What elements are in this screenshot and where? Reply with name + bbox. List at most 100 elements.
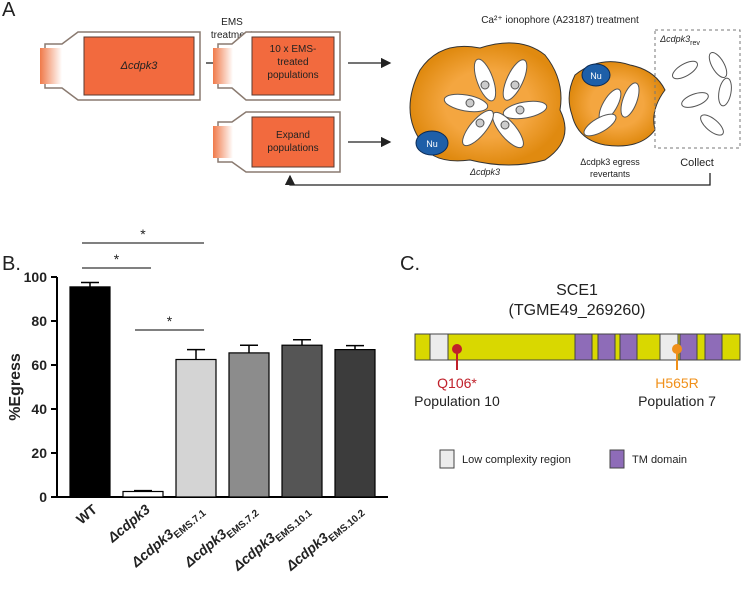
low-complexity [429, 333, 449, 361]
label: A [2, 0, 16, 21]
label: TM domain [632, 454, 687, 466]
label: Ca²⁺ ionophore (A23187) treatment [481, 15, 639, 26]
significance-label: * [114, 251, 120, 267]
y-tick-label: 80 [31, 313, 47, 329]
shape [429, 333, 723, 361]
label: H565R [655, 375, 699, 391]
shape [475, 118, 485, 128]
label: Expand [276, 130, 310, 141]
label: Δcdpk3 [120, 60, 159, 72]
flask-1 [40, 31, 201, 101]
shape [502, 59, 528, 101]
significance-label: * [140, 226, 146, 242]
shape [462, 109, 494, 147]
shape [452, 344, 462, 354]
shape [502, 100, 548, 120]
y-tick-label: 40 [31, 401, 47, 417]
label: Nu [590, 71, 602, 81]
label: B. [2, 253, 21, 275]
shape [465, 80, 525, 130]
flask-3 [213, 111, 341, 173]
label: Collect [680, 157, 714, 169]
label: populations [267, 70, 318, 81]
shape: EMS.7.2 [225, 508, 262, 541]
significance-label: * [167, 313, 173, 329]
bar [69, 286, 111, 498]
shape [672, 60, 698, 80]
shape [700, 114, 724, 136]
x-tick-label: Δcdpk3EMS.10.2 [282, 501, 368, 578]
y-tick-label: 20 [31, 445, 47, 461]
vacuole [409, 42, 566, 166]
revertant-vacuole [568, 61, 666, 147]
shape [583, 113, 617, 137]
shape [213, 48, 233, 84]
label: Δcdpk3 egress [580, 157, 640, 167]
shape [581, 63, 611, 87]
shape [708, 52, 728, 78]
label: EMS [221, 17, 243, 28]
shape [284, 173, 711, 186]
label: Low complexity region [462, 454, 571, 466]
shape [251, 116, 335, 168]
shape [620, 82, 640, 118]
legend-swatch [609, 449, 625, 469]
x-tick-label: Δcdpk3 [104, 501, 153, 546]
label: Population 7 [638, 393, 716, 409]
legend-swatch [439, 449, 455, 469]
label: treated [277, 57, 308, 68]
bar [122, 490, 164, 498]
bar [175, 358, 217, 498]
shape [443, 58, 548, 149]
y-tick-label: 60 [31, 357, 47, 373]
shape [510, 80, 520, 90]
released-label: Δcdpk3 [659, 34, 690, 44]
shape [583, 82, 640, 137]
label: populations [267, 143, 318, 154]
label: (TGME49_269260) [509, 302, 646, 319]
label: revertants [590, 169, 631, 179]
y-tick-label: 0 [39, 489, 47, 505]
tm-domain [679, 333, 698, 361]
tm-domain [597, 333, 616, 361]
shape [40, 48, 62, 84]
tm-domain [619, 333, 638, 361]
bar [281, 344, 323, 498]
tm-domain [574, 333, 593, 361]
shape: Δcdpk3 [127, 526, 176, 571]
shape [672, 344, 682, 354]
y-axis-label: %Egress [7, 353, 24, 421]
label: Nu [426, 139, 438, 149]
shape [515, 105, 525, 115]
label: Δcdpk3rev [659, 34, 700, 47]
shape [681, 92, 709, 108]
shape [718, 77, 732, 107]
shape: EMS.10.2 [327, 508, 368, 545]
shape: WT [73, 501, 100, 528]
shape [251, 36, 335, 96]
x-tick-label: WT [73, 501, 100, 528]
label: C. [400, 253, 420, 275]
parasites [672, 52, 732, 136]
shape [213, 126, 233, 158]
shape [492, 111, 524, 149]
label: Population 10 [414, 393, 500, 409]
shape [473, 58, 497, 102]
shape [500, 120, 510, 130]
collect-box [654, 29, 741, 149]
shape [415, 130, 449, 156]
y-tick-label: 100 [24, 269, 48, 285]
label: SCE1 [556, 282, 598, 299]
flask-2 [213, 31, 341, 101]
label: treatment [211, 30, 253, 41]
shape [83, 36, 195, 96]
tm-domain [704, 333, 723, 361]
label: Δcdpk3 [469, 167, 500, 177]
released-sub: rev [690, 40, 700, 47]
label: Q106* [437, 375, 477, 391]
shape: Δcdpk3 [104, 501, 153, 546]
shape: EMS.7.1 [172, 508, 209, 541]
shape [480, 80, 490, 90]
